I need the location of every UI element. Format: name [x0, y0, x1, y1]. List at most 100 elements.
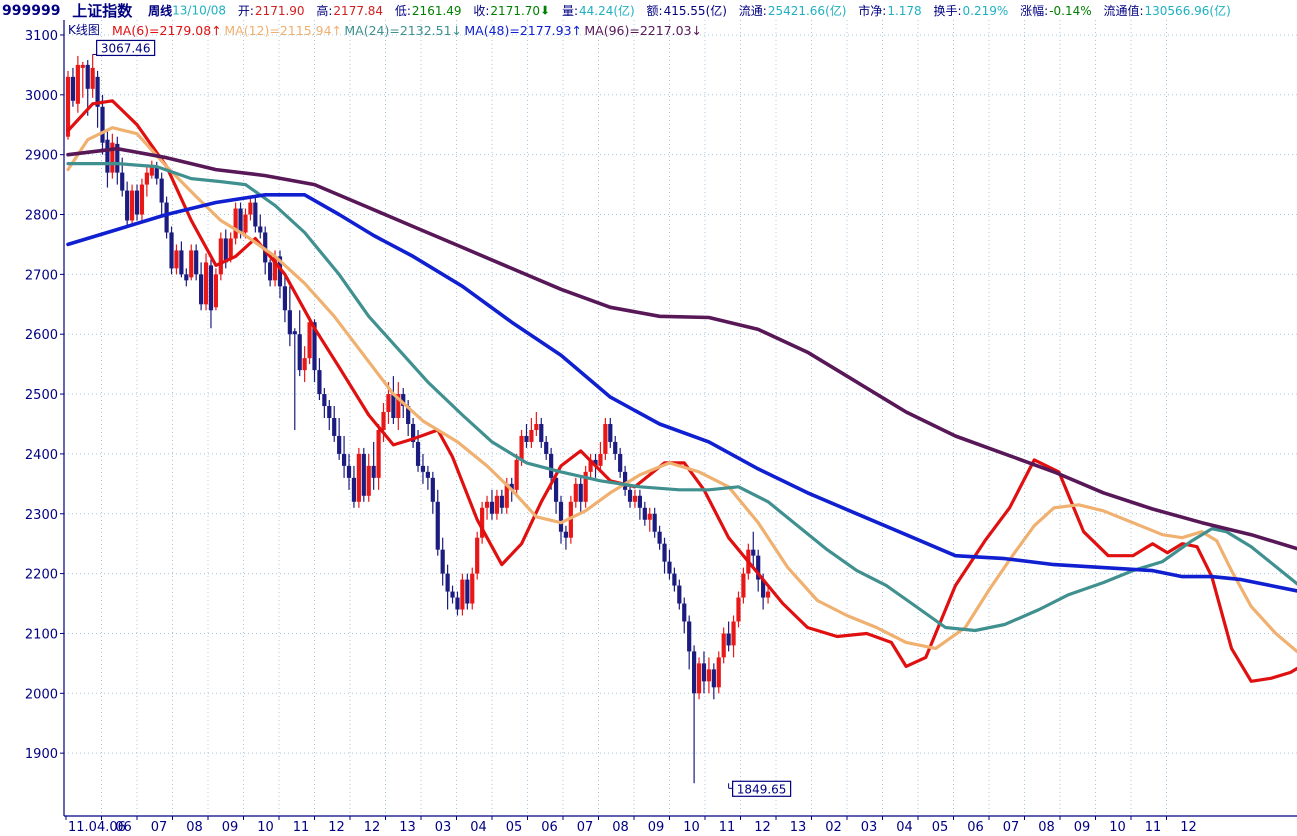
- x-tick-label: 09: [1074, 820, 1091, 835]
- candle-body: [613, 441, 618, 454]
- candle: [544, 435, 549, 460]
- candle: [598, 441, 603, 472]
- y-tick-label: 2400: [25, 448, 58, 463]
- candle-body: [317, 370, 322, 395]
- y-tick-label: 3000: [25, 89, 58, 104]
- candle-body: [677, 585, 682, 604]
- x-tick-label: 13: [399, 820, 416, 835]
- float-value: 25421.66(亿): [767, 3, 847, 18]
- candle-body: [129, 190, 135, 221]
- float-value-label: 流通值:: [1103, 3, 1144, 18]
- candle-body: [544, 441, 549, 454]
- candle-body: [692, 651, 697, 694]
- x-tick-label: 05: [506, 820, 523, 835]
- candle-body: [514, 459, 519, 490]
- x-tick-label: 08: [186, 820, 203, 835]
- y-tick-label: 2300: [25, 508, 58, 523]
- candle: [243, 208, 248, 239]
- y-tick-label: 2600: [25, 328, 58, 343]
- candle-body: [435, 501, 440, 550]
- candle: [706, 657, 711, 694]
- candle-body: [662, 543, 667, 562]
- candle: [90, 54, 95, 98]
- candle-body: [588, 459, 593, 472]
- y-tick-label: 2000: [25, 687, 58, 702]
- candle: [558, 495, 564, 544]
- candle: [632, 489, 638, 508]
- candle: [499, 489, 504, 514]
- candle-body: [208, 265, 214, 311]
- candle-body: [120, 172, 125, 191]
- legend-ma48: MA(48)=2177.93↑: [464, 23, 582, 38]
- candle-body: [302, 358, 307, 371]
- candle-body: [75, 64, 80, 104]
- candle-body: [268, 262, 273, 281]
- candle: [736, 591, 741, 628]
- candle-body: [327, 406, 332, 418]
- candle-body: [95, 76, 100, 107]
- candle-body: [125, 190, 130, 221]
- candle-body: [450, 591, 455, 598]
- candle: [765, 585, 771, 604]
- candle-body: [376, 429, 381, 478]
- y-axis: 1900 2000 2100 2200 2300 2400 2500 2600 2700 2800…: [25, 20, 65, 816]
- candle-body: [622, 471, 628, 490]
- candle: [435, 489, 440, 556]
- legend-ma12: MA(12)=2115.94↑: [224, 23, 342, 38]
- candle: [642, 501, 647, 526]
- annotations: 3067.46 1849.65: [92, 39, 792, 797]
- period-selector[interactable]: 周线: [148, 3, 173, 18]
- candle-body: [682, 603, 687, 622]
- x-tick-label: 09: [648, 820, 665, 835]
- x-tick-label: 03: [435, 820, 452, 835]
- candle: [189, 244, 194, 281]
- candle: [470, 567, 475, 610]
- candle: [622, 465, 628, 496]
- candle: [292, 328, 297, 430]
- candle: [583, 465, 588, 508]
- candle-body: [371, 465, 376, 478]
- candle-body: [149, 166, 154, 176]
- candlestick-chart[interactable]: 1900 2000 2100 2200 2300 2400 2500 2600 2700 2800…: [0, 20, 1297, 836]
- legend-ma6: MA(6)=2179.08↑: [112, 23, 222, 38]
- candle-body: [277, 256, 283, 287]
- quote-header: 999999 上证指数 周线13/10/08 开:2171.90 高:2177.…: [0, 0, 1297, 20]
- x-tick-label: 10: [257, 820, 274, 835]
- candle-body: [406, 406, 411, 424]
- candle-body: [539, 423, 544, 442]
- candle: [494, 489, 500, 520]
- candle: [149, 160, 154, 179]
- candle-body: [346, 465, 352, 478]
- candle-body: [731, 621, 736, 646]
- candle: [731, 615, 736, 658]
- x-tick-label: 06: [967, 820, 984, 835]
- high-label: 高:: [316, 3, 333, 18]
- candle: [85, 60, 90, 116]
- candle: [125, 181, 130, 227]
- candle: [489, 489, 495, 520]
- candle: [721, 627, 726, 664]
- candle: [672, 567, 677, 592]
- float-market-value: 130566.96(亿): [1144, 3, 1231, 18]
- candle-body: [391, 394, 396, 418]
- candle-body: [741, 573, 746, 598]
- candle-body: [751, 549, 756, 556]
- candle: [139, 178, 145, 224]
- candle: [613, 435, 618, 460]
- candle: [194, 244, 199, 281]
- candle-body: [568, 501, 573, 538]
- x-tick-label: 12: [328, 820, 345, 835]
- x-tick-label: 11: [293, 820, 310, 835]
- candle-body: [475, 537, 480, 574]
- candle-body: [736, 597, 741, 622]
- candle-body: [657, 531, 662, 544]
- candle-body: [470, 573, 475, 604]
- candle: [440, 537, 445, 586]
- candle: [184, 268, 189, 287]
- candle: [129, 184, 135, 227]
- candle-body: [652, 513, 657, 532]
- candle: [268, 259, 273, 287]
- candles[interactable]: [65, 54, 771, 784]
- candle-body: [553, 477, 559, 502]
- candle: [484, 495, 490, 520]
